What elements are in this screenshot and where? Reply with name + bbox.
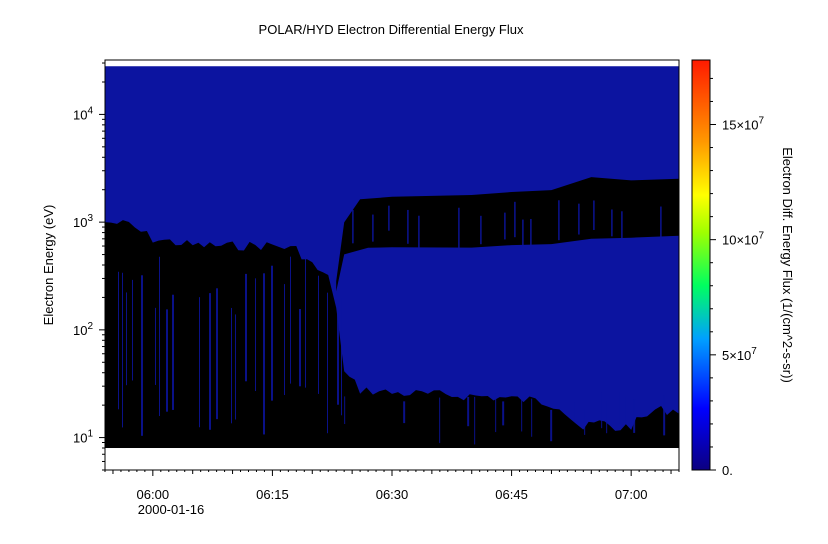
data-streak <box>663 395 666 436</box>
data-streak <box>495 393 497 433</box>
data-streak <box>521 399 523 432</box>
x-tick-label: 06:30 <box>376 487 409 502</box>
data-streak <box>216 288 218 420</box>
data-streak <box>118 271 119 410</box>
data-streak <box>467 396 470 427</box>
data-streak <box>122 272 123 428</box>
data-streak <box>372 214 374 242</box>
y-axis-title: Electron Energy (eV) <box>41 205 56 326</box>
data-streak <box>126 292 127 386</box>
data-streak <box>593 200 595 231</box>
data-streak <box>439 397 441 444</box>
data-streak <box>337 303 339 405</box>
plot-area <box>105 60 679 470</box>
colorbar-tick-label: 0. <box>722 463 733 478</box>
x-tick-label: 06:00 <box>137 487 170 502</box>
colorbar <box>691 59 711 471</box>
data-streak <box>403 401 406 424</box>
data-streak <box>514 201 516 238</box>
data-streak <box>407 209 409 244</box>
data-streak <box>574 402 576 422</box>
x-tick-label: 06:45 <box>495 487 528 502</box>
colorbar-tick-label: 10×107 <box>722 231 765 248</box>
data-streak <box>318 275 319 394</box>
data-streak <box>502 401 505 426</box>
data-streak <box>352 209 354 244</box>
data-streak <box>522 219 524 258</box>
colorbar-tick-label: 15×107 <box>722 115 765 132</box>
data-streak <box>458 207 460 251</box>
x-tick-label: 06:15 <box>256 487 289 502</box>
colorbar-tick-label: 5×107 <box>722 346 757 363</box>
data-streak <box>611 209 613 237</box>
lower-nodata-region <box>105 220 679 449</box>
y-tick-label: 103 <box>73 213 93 230</box>
data-streak <box>271 265 273 401</box>
data-streak <box>660 206 662 242</box>
data-streak <box>578 203 580 235</box>
data-streak <box>621 211 623 251</box>
data-streak <box>480 215 482 245</box>
data-streak <box>199 297 200 428</box>
data-streak <box>327 292 328 434</box>
data-streak <box>474 396 476 445</box>
data-streak <box>584 408 586 435</box>
data-streak <box>299 309 301 387</box>
data-streak <box>290 256 291 384</box>
data-streak <box>305 256 306 388</box>
data-streak <box>619 391 621 424</box>
x-tick-label: 07:00 <box>615 487 648 502</box>
data-streak <box>606 400 608 434</box>
y-tick-label: 102 <box>73 321 93 338</box>
data-streak <box>550 409 553 442</box>
data-streak <box>601 392 603 429</box>
data-streak <box>172 294 174 410</box>
data-streak <box>235 314 236 420</box>
colorbar-title: Electron Diff. Energy Flux (1/(cm^2-s-sr… <box>780 147 795 383</box>
data-streak <box>530 218 532 249</box>
data-streak <box>418 215 420 250</box>
data-streak <box>159 256 160 417</box>
chart-title: POLAR/HYD Electron Differential Energy F… <box>259 22 524 37</box>
data-streak <box>231 307 232 424</box>
data-streak <box>255 278 256 392</box>
x-axis: 06:00 06:15 06:30 06:45 07:00 <box>104 470 680 502</box>
data-streak <box>633 399 636 433</box>
colorbar-axis: 0. 5×107 10×107 15×107 <box>710 77 765 478</box>
data-streak <box>558 200 560 241</box>
y-tick-label: 104 <box>73 105 93 122</box>
data-streak <box>504 212 506 240</box>
data-streak <box>388 205 390 231</box>
data-streak <box>155 307 156 385</box>
data-streak <box>625 396 627 423</box>
x-axis-date-label: 2000-01-16 <box>138 502 205 517</box>
data-streak <box>132 279 133 381</box>
data-streak <box>284 284 285 396</box>
data-streak <box>166 309 168 412</box>
y-tick-label: 101 <box>73 429 93 446</box>
data-streak <box>141 275 143 436</box>
data-streak <box>344 396 346 424</box>
data-streak <box>209 293 211 430</box>
data-streak <box>531 398 533 437</box>
data-streak <box>341 298 342 416</box>
data-streak <box>245 273 247 382</box>
y-axis: 101 102 103 104 <box>73 62 105 471</box>
data-streak <box>263 273 265 435</box>
